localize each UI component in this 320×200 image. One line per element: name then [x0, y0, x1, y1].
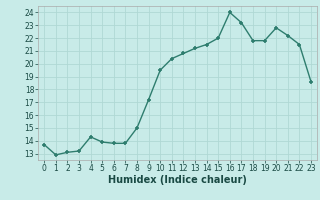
X-axis label: Humidex (Indice chaleur): Humidex (Indice chaleur) — [108, 175, 247, 185]
